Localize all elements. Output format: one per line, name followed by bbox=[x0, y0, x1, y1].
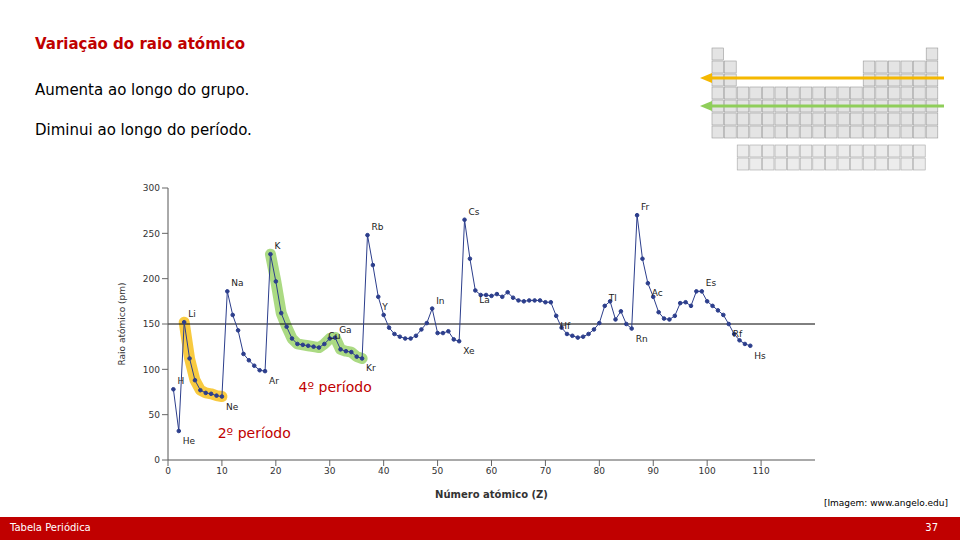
svg-text:300: 300 bbox=[143, 183, 160, 193]
svg-text:2º período: 2º período bbox=[218, 425, 291, 441]
svg-text:100: 100 bbox=[699, 466, 716, 476]
svg-text:Rf: Rf bbox=[733, 329, 743, 339]
svg-text:Rb: Rb bbox=[371, 222, 383, 232]
svg-text:10: 10 bbox=[216, 466, 228, 476]
svg-text:50: 50 bbox=[149, 410, 161, 420]
svg-text:Y: Y bbox=[381, 302, 388, 312]
svg-text:Raio atómico (pm): Raio atómico (pm) bbox=[117, 282, 127, 365]
svg-text:70: 70 bbox=[540, 466, 552, 476]
html-text:Diminui ao longo do período.: Diminui ao longo do período. bbox=[35, 121, 252, 139]
svg-text:He: He bbox=[183, 436, 196, 446]
svg-text:Tl: Tl bbox=[608, 293, 617, 303]
svg-text:H: H bbox=[177, 376, 184, 386]
svg-text:Na: Na bbox=[231, 278, 243, 288]
svg-text:100: 100 bbox=[143, 365, 160, 375]
svg-text:Fr: Fr bbox=[641, 202, 650, 212]
svg-text:Número atómico (Z): Número atómico (Z) bbox=[435, 489, 548, 500]
svg-text:Cs: Cs bbox=[469, 207, 480, 217]
svg-text:0: 0 bbox=[165, 466, 171, 476]
html-text:Aumenta ao longo do grupo.: Aumenta ao longo do grupo. bbox=[35, 81, 250, 99]
svg-text:La: La bbox=[479, 295, 490, 305]
html-text:Variação do raio atómico: Variação do raio atómico bbox=[35, 35, 246, 53]
svg-text:Xe: Xe bbox=[463, 346, 475, 356]
html-text:[Imagem: www.angelo.edu]: [Imagem: www.angelo.edu] bbox=[823, 498, 948, 508]
svg-text:Cu: Cu bbox=[328, 330, 341, 341]
svg-text:250: 250 bbox=[143, 229, 160, 239]
svg-text:90: 90 bbox=[648, 466, 660, 476]
svg-text:0: 0 bbox=[154, 455, 160, 465]
svg-text:150: 150 bbox=[143, 319, 160, 329]
svg-text:110: 110 bbox=[752, 466, 769, 476]
svg-text:Hf: Hf bbox=[560, 321, 571, 331]
svg-text:Es: Es bbox=[706, 278, 717, 288]
svg-text:Rn: Rn bbox=[636, 334, 648, 344]
svg-text:4º período: 4º período bbox=[299, 379, 372, 395]
svg-text:Ga: Ga bbox=[339, 325, 352, 335]
svg-text:Ac: Ac bbox=[652, 288, 663, 298]
svg-text:Kr: Kr bbox=[366, 363, 376, 373]
svg-text:Ne: Ne bbox=[226, 402, 239, 412]
svg-text:80: 80 bbox=[594, 466, 606, 476]
svg-text:20: 20 bbox=[270, 466, 282, 476]
svg-text:30: 30 bbox=[324, 466, 336, 476]
html-text:Tabela Periódica: Tabela Periódica bbox=[10, 522, 91, 533]
svg-text:Ar: Ar bbox=[269, 376, 279, 386]
svg-text:Hs: Hs bbox=[754, 351, 766, 361]
svg-text:In: In bbox=[436, 296, 444, 306]
svg-text:60: 60 bbox=[486, 466, 498, 476]
svg-text:50: 50 bbox=[432, 466, 444, 476]
svg-text:40: 40 bbox=[378, 466, 390, 476]
html-text:37: 37 bbox=[925, 522, 938, 533]
svg-text:Li: Li bbox=[188, 309, 196, 319]
svg-text:200: 200 bbox=[143, 274, 160, 284]
svg-text:K: K bbox=[274, 241, 281, 251]
